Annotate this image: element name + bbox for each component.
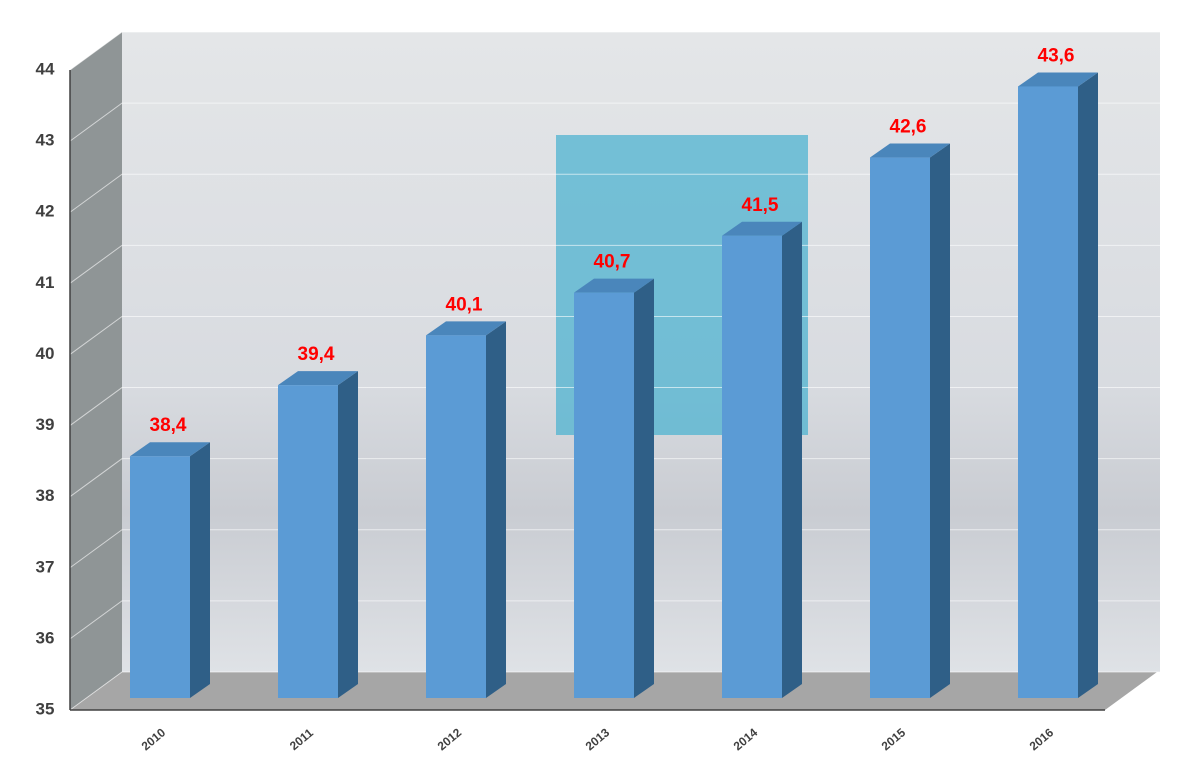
grid-line [69, 458, 1160, 498]
bar-front [1018, 86, 1078, 698]
value-label: 41,5 [742, 195, 779, 216]
y-tick-label: 42 [36, 202, 55, 221]
bar-top [1018, 72, 1098, 87]
bar-side [486, 321, 506, 698]
grid-line [69, 387, 1160, 426]
bar [1018, 72, 1098, 698]
y-tick-label: 39 [36, 415, 55, 434]
y-tick-label: 35 [36, 699, 55, 718]
y-tick-label: 41 [36, 273, 55, 292]
bar [722, 221, 802, 698]
y-tick-label: 44 [36, 59, 55, 78]
bar-side [1078, 72, 1098, 698]
bar-top [722, 221, 802, 236]
bar-top [426, 321, 506, 336]
bar-top [130, 442, 210, 457]
bar-side [338, 371, 358, 698]
bar-front [130, 456, 190, 698]
value-label: 39,4 [298, 344, 335, 365]
grid-line [69, 671, 1160, 711]
bar-front [426, 335, 486, 698]
value-label: 40,7 [594, 252, 631, 273]
side-wall [70, 32, 122, 710]
y-tick-label: 37 [36, 557, 55, 576]
bar-front [722, 235, 782, 698]
y-tick-label: 36 [36, 628, 55, 647]
bar-top [574, 278, 654, 293]
value-label: 38,4 [150, 415, 187, 436]
bar-top [278, 371, 358, 386]
bar [278, 371, 358, 698]
value-label: 43,6 [1038, 45, 1075, 66]
y-tick-label: 43 [36, 131, 55, 150]
y-tick-label: 40 [36, 344, 55, 363]
grid-line [69, 102, 1160, 142]
y-tick-label: 38 [36, 486, 55, 505]
grid-line [69, 31, 1160, 71]
grid-line [69, 600, 1160, 640]
value-label: 42,6 [890, 117, 927, 138]
grid-line [69, 173, 1160, 213]
bar-front [574, 292, 634, 698]
bar-top [870, 143, 950, 158]
bar [426, 321, 506, 698]
bar-side [634, 278, 654, 698]
grid-line [69, 315, 1160, 355]
bar-side [930, 143, 950, 699]
bar-side [782, 221, 802, 698]
bar-front [870, 157, 930, 699]
bar [574, 278, 654, 698]
grid-line [69, 529, 1160, 569]
value-label: 40,1 [446, 294, 483, 315]
grid-line [69, 244, 1160, 284]
bar [130, 442, 210, 698]
bar-front [278, 385, 338, 698]
bar-side [190, 442, 210, 698]
bar [870, 143, 950, 699]
